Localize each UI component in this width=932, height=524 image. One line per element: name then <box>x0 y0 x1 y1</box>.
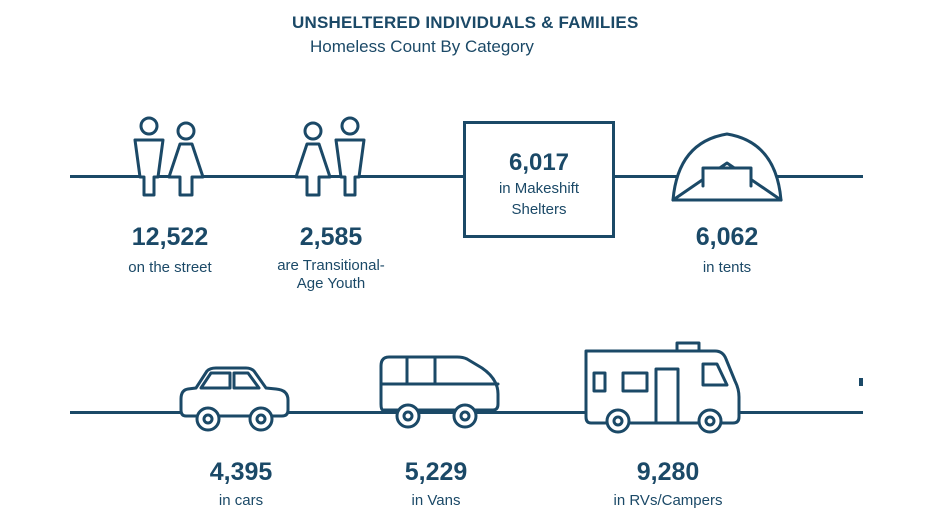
tents-number: 6,062 <box>695 223 759 251</box>
street-label: on the street <box>128 259 212 276</box>
rvs-label: in RVs/Campers <box>613 492 723 509</box>
makeshift-label-line2: Shelters <box>511 201 567 218</box>
page-subtitle: Homeless Count By Category <box>310 37 534 56</box>
vans-number: 5,229 <box>404 458 468 486</box>
makeshift-shelter-box: 6,017 in Makeshift Shelters <box>463 121 615 238</box>
edge-mark <box>859 378 863 386</box>
youth-label-line1: are Transitional- <box>277 257 385 274</box>
car-icon <box>179 366 290 432</box>
street-number: 12,522 <box>131 223 209 251</box>
cars-label: in cars <box>218 492 264 509</box>
two-people-icon <box>133 116 205 197</box>
youth-label-line2: Age Youth <box>296 275 366 292</box>
makeshift-number: 6,017 <box>508 149 570 176</box>
rv-icon <box>584 341 741 434</box>
cars-number: 4,395 <box>209 458 273 486</box>
rvs-number: 9,280 <box>636 458 700 486</box>
two-people-icon <box>294 116 366 197</box>
youth-number: 2,585 <box>299 223 363 251</box>
van-icon <box>379 355 500 429</box>
tent-icon <box>671 132 783 202</box>
tents-label: in tents <box>702 259 752 276</box>
page-title: UNSHELTERED INDIVIDUALS & FAMILIES <box>292 13 639 32</box>
makeshift-label-line1: in Makeshift <box>498 180 580 197</box>
vans-label: in Vans <box>411 492 461 509</box>
